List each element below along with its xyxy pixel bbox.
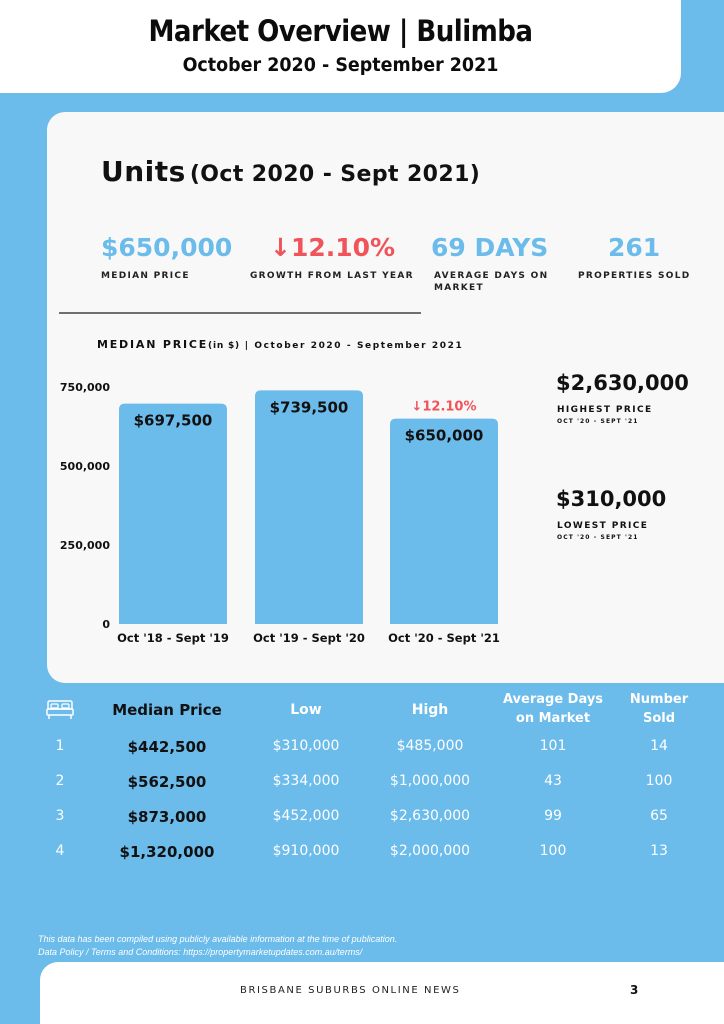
bar	[390, 418, 498, 624]
row-bedrooms: 1	[55, 738, 65, 754]
properties-sold-label: PROPERTIES SOLD	[578, 271, 691, 281]
median-price-value: $650,000	[101, 233, 233, 262]
x-tick-label: Oct '20 - Sept '21	[388, 631, 500, 645]
lowest-price-label: LOWEST PRICE	[557, 521, 649, 531]
row-sold: 13	[650, 843, 668, 859]
header-high: High	[411, 702, 449, 718]
row-high: $2,000,000	[389, 843, 471, 859]
page-subtitle: October 2020 - September 2021	[182, 54, 499, 76]
row-bedrooms: 2	[55, 773, 65, 789]
highest-price-period: OCT '20 - SEPT '21	[557, 418, 639, 425]
row-median: $1,320,000	[119, 843, 215, 861]
chart-caption-main: MEDIAN PRICE	[97, 338, 209, 351]
row-median: $562,500	[127, 773, 207, 791]
page-title: Market Overview | Bulimba	[148, 14, 534, 48]
growth-value: ↓12.10%	[270, 233, 396, 262]
header-low: Low	[290, 702, 322, 718]
bar	[255, 390, 363, 624]
row-sold: 100	[645, 773, 673, 789]
x-tick-label: Oct '18 - Sept '19	[117, 631, 229, 645]
bar	[119, 403, 227, 624]
bar-data-label: $739,500	[270, 398, 349, 416]
row-days: 43	[544, 773, 562, 789]
row-median: $873,000	[127, 808, 207, 826]
row-days: 99	[544, 808, 562, 824]
chart-caption: MEDIAN PRICE(in $) | October 2020 - Sept…	[97, 333, 463, 352]
growth-annotation: ↓12.10%	[411, 400, 476, 415]
footer-brand: BRISBANE SUBURBS ONLINE NEWS	[240, 985, 461, 996]
growth-label: GROWTH FROM LAST YEAR	[250, 271, 414, 281]
lowest-price-value: $310,000	[556, 487, 667, 511]
page-footer	[40, 962, 724, 1024]
row-sold: 14	[650, 738, 668, 754]
y-tick-label: 750,000	[60, 381, 110, 394]
chart-caption-unit: (in $)	[208, 341, 240, 351]
highest-price-label: HIGHEST PRICE	[557, 405, 653, 415]
bar-data-label: $650,000	[405, 427, 484, 445]
row-high: $1,000,000	[389, 773, 471, 789]
section-divider	[59, 312, 421, 314]
row-bedrooms: 4	[55, 843, 65, 859]
section-heading: Units (Oct 2020 - Sept 2021)	[101, 155, 480, 188]
highest-price-value: $2,630,000	[556, 371, 689, 395]
row-low: $452,000	[272, 808, 340, 824]
page-number: 3	[630, 983, 639, 997]
median-price-bar-chart: 0 250,000 500,000 750,000 $697,500 Oct '18 - …	[60, 381, 500, 645]
y-tick-label: 250,000	[60, 539, 110, 552]
disclaimer-line-2: Data Policy / Terms and Conditions: http…	[38, 947, 363, 957]
chart-caption-period: | October 2020 - September 2021	[239, 341, 464, 351]
data-disclaimer: This data has been compiled using public…	[38, 933, 397, 959]
row-low: $334,000	[272, 773, 340, 789]
row-low: $310,000	[272, 738, 340, 754]
y-tick-label: 0	[102, 618, 110, 631]
row-high: $2,630,000	[389, 808, 471, 824]
header-number-sold: Number Sold	[629, 692, 689, 726]
lowest-price-period: OCT '20 - SEPT '21	[557, 534, 639, 541]
header-median-price: Median Price	[112, 701, 222, 719]
row-sold: 65	[650, 808, 668, 824]
row-days: 101	[539, 738, 567, 754]
page-header: Market Overview | Bulimba October 2020 -…	[0, 0, 681, 93]
properties-sold-value: 261	[608, 233, 661, 262]
average-days-label: AVERAGE DAYS ON MARKET	[434, 271, 549, 293]
row-high: $485,000	[396, 738, 464, 754]
bed-icon	[46, 700, 74, 719]
row-bedrooms: 3	[55, 808, 65, 824]
section-period: (Oct 2020 - Sept 2021)	[189, 162, 481, 187]
disclaimer-line-1: This data has been compiled using public…	[38, 934, 398, 944]
row-low: $910,000	[272, 843, 340, 859]
average-days-value: 69 DAYS	[431, 233, 549, 262]
x-tick-label: Oct '19 - Sept '20	[253, 631, 365, 645]
median-price-label: MEDIAN PRICE	[101, 271, 190, 281]
bar-data-label: $697,500	[134, 412, 213, 430]
section-title: Units	[101, 155, 186, 188]
row-median: $442,500	[127, 738, 207, 756]
row-days: 100	[539, 843, 567, 859]
header-average-days: Average Days on Market	[502, 692, 604, 726]
y-tick-label: 500,000	[60, 460, 110, 473]
